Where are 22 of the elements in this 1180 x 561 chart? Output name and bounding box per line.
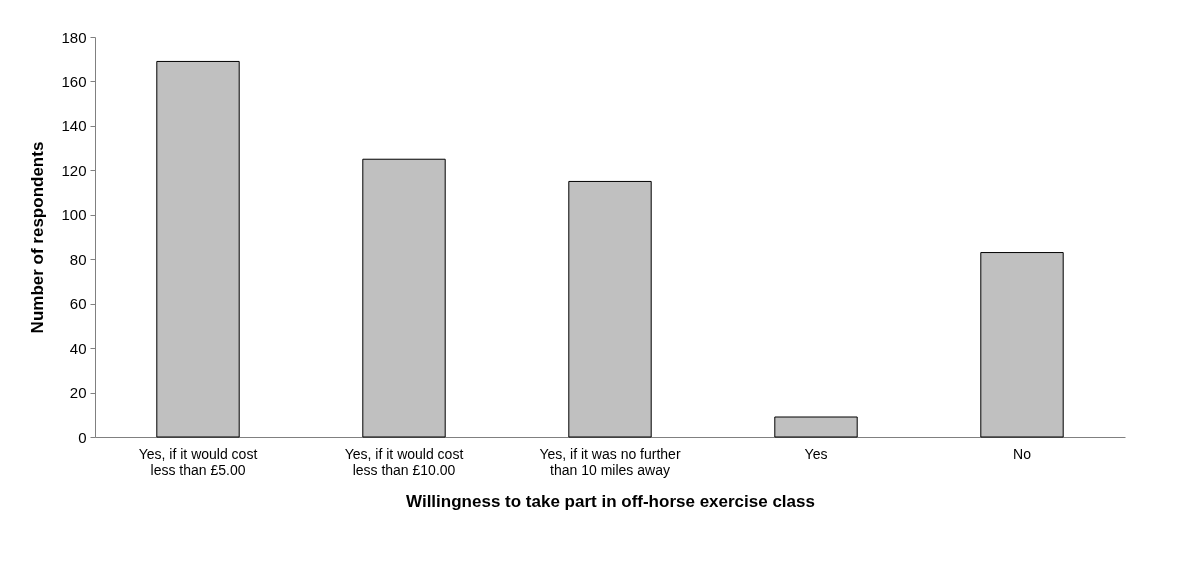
y-tick-label: 100 <box>61 206 87 224</box>
x-tick-label: Yes, if it would cost less than £10.00 <box>344 445 464 478</box>
bar <box>362 158 446 438</box>
x-tick-label: Yes, if it was no further than 10 miles away <box>539 445 681 478</box>
bar <box>568 180 652 438</box>
y-tick-label: 120 <box>61 161 87 179</box>
y-axis-title: Number of respondents <box>28 141 48 334</box>
y-tick-label: 0 <box>78 428 87 446</box>
y-tick-label: 160 <box>61 72 87 90</box>
bar <box>980 252 1064 438</box>
y-tick-label: 20 <box>69 384 87 402</box>
y-tick-label: 80 <box>69 250 87 268</box>
y-tick-label: 60 <box>69 295 87 313</box>
x-axis-title: Willingness to take part in off-horse exercise class <box>406 491 815 511</box>
x-tick-label: No <box>1013 445 1032 462</box>
y-tick-label: 180 <box>61 28 87 46</box>
bar <box>774 416 858 438</box>
x-tick-label: Yes, if it would cost less than £5.00 <box>138 445 258 478</box>
x-tick-label: Yes <box>804 445 828 462</box>
bar <box>156 60 240 438</box>
y-tick-label: 40 <box>69 339 87 357</box>
y-tick-label: 140 <box>61 117 87 135</box>
